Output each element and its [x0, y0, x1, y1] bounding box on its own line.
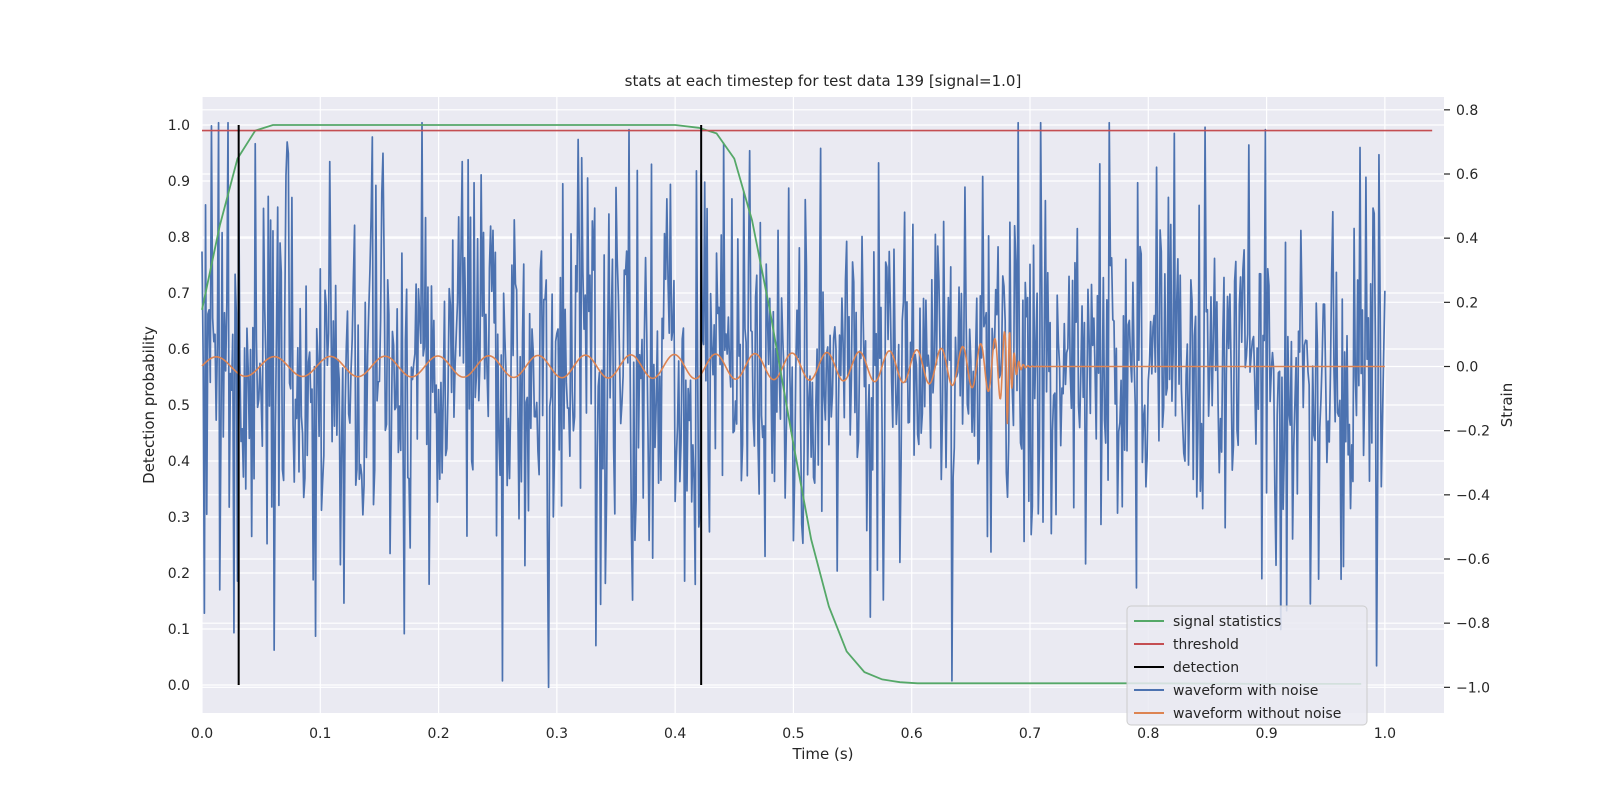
y-tick-label: 0.4: [168, 454, 190, 470]
x-tick-label: 0.2: [427, 726, 449, 742]
y-tick-label: 0.6: [168, 342, 190, 358]
x-axis-label: Time (s): [792, 745, 854, 763]
x-tick-label: 0.3: [546, 726, 568, 742]
y2-tick-label: −1.0: [1456, 680, 1490, 696]
series-waveform-without-noise: [201, 331, 1386, 425]
legend-label: signal statistics: [1173, 614, 1281, 630]
x-tick-label: 1.0: [1374, 726, 1396, 742]
x-tick-label: 0.0: [191, 726, 213, 742]
y-tick-label: 0.8: [168, 230, 190, 246]
x-tick-label: 0.8: [1137, 726, 1159, 742]
series-signal-statistics: [201, 124, 1362, 685]
y2-tick-label: 0.0: [1456, 360, 1478, 376]
y-tick-label: 0.2: [168, 566, 190, 582]
y-tick-label: 0.1: [168, 622, 190, 638]
y2-tick-label: 0.6: [1456, 167, 1478, 183]
series-layer: [201, 121, 1433, 689]
x-tick-label: 0.6: [901, 726, 923, 742]
chart-title: stats at each timestep for test data 139…: [625, 72, 1022, 90]
series-waveform-with-noise: [201, 121, 1386, 689]
y-tick-label: 0.9: [168, 174, 190, 190]
x-tick-label: 0.7: [1019, 726, 1041, 742]
y2-tick-label: 0.2: [1456, 295, 1478, 311]
y2-tick-label: 0.8: [1456, 103, 1478, 119]
legend-box: [1126, 605, 1368, 726]
legend: signal statistics threshold detection wavef…: [1126, 605, 1368, 726]
x-tick-label: 0.9: [1255, 726, 1277, 742]
legend-label: threshold: [1173, 637, 1239, 653]
y-tick-label: 1.0: [168, 118, 190, 134]
y-tick-label: 0.5: [168, 398, 190, 414]
x-tick-label: 0.5: [782, 726, 804, 742]
y-tick-label: 0.7: [168, 286, 190, 302]
y2-tick-label: −0.6: [1456, 552, 1490, 568]
y-tick-label: 0.0: [168, 678, 190, 694]
y-axis-label: Detection probability: [140, 326, 158, 484]
x-tick-label: 0.1: [309, 726, 331, 742]
y2-axis-label: Strain: [1498, 383, 1516, 427]
legend-label: waveform with noise: [1173, 683, 1318, 699]
y2-tick-label: 0.4: [1456, 231, 1478, 247]
y2-tick-label: −0.2: [1456, 424, 1490, 440]
x-tick-label: 0.4: [664, 726, 686, 742]
axes: 0.0 0.1 0.2 0.3 0.4 0.5 0.6 0.7 0.8 0.9 1.0 0.0 0.1 0…: [168, 103, 1490, 742]
y-tick-label: 0.3: [168, 510, 190, 526]
legend-label: waveform without noise: [1173, 706, 1341, 722]
y2-tick-label: −0.8: [1456, 616, 1490, 632]
y2-tick-label: −0.4: [1456, 488, 1490, 504]
legend-label: detection: [1173, 660, 1239, 676]
